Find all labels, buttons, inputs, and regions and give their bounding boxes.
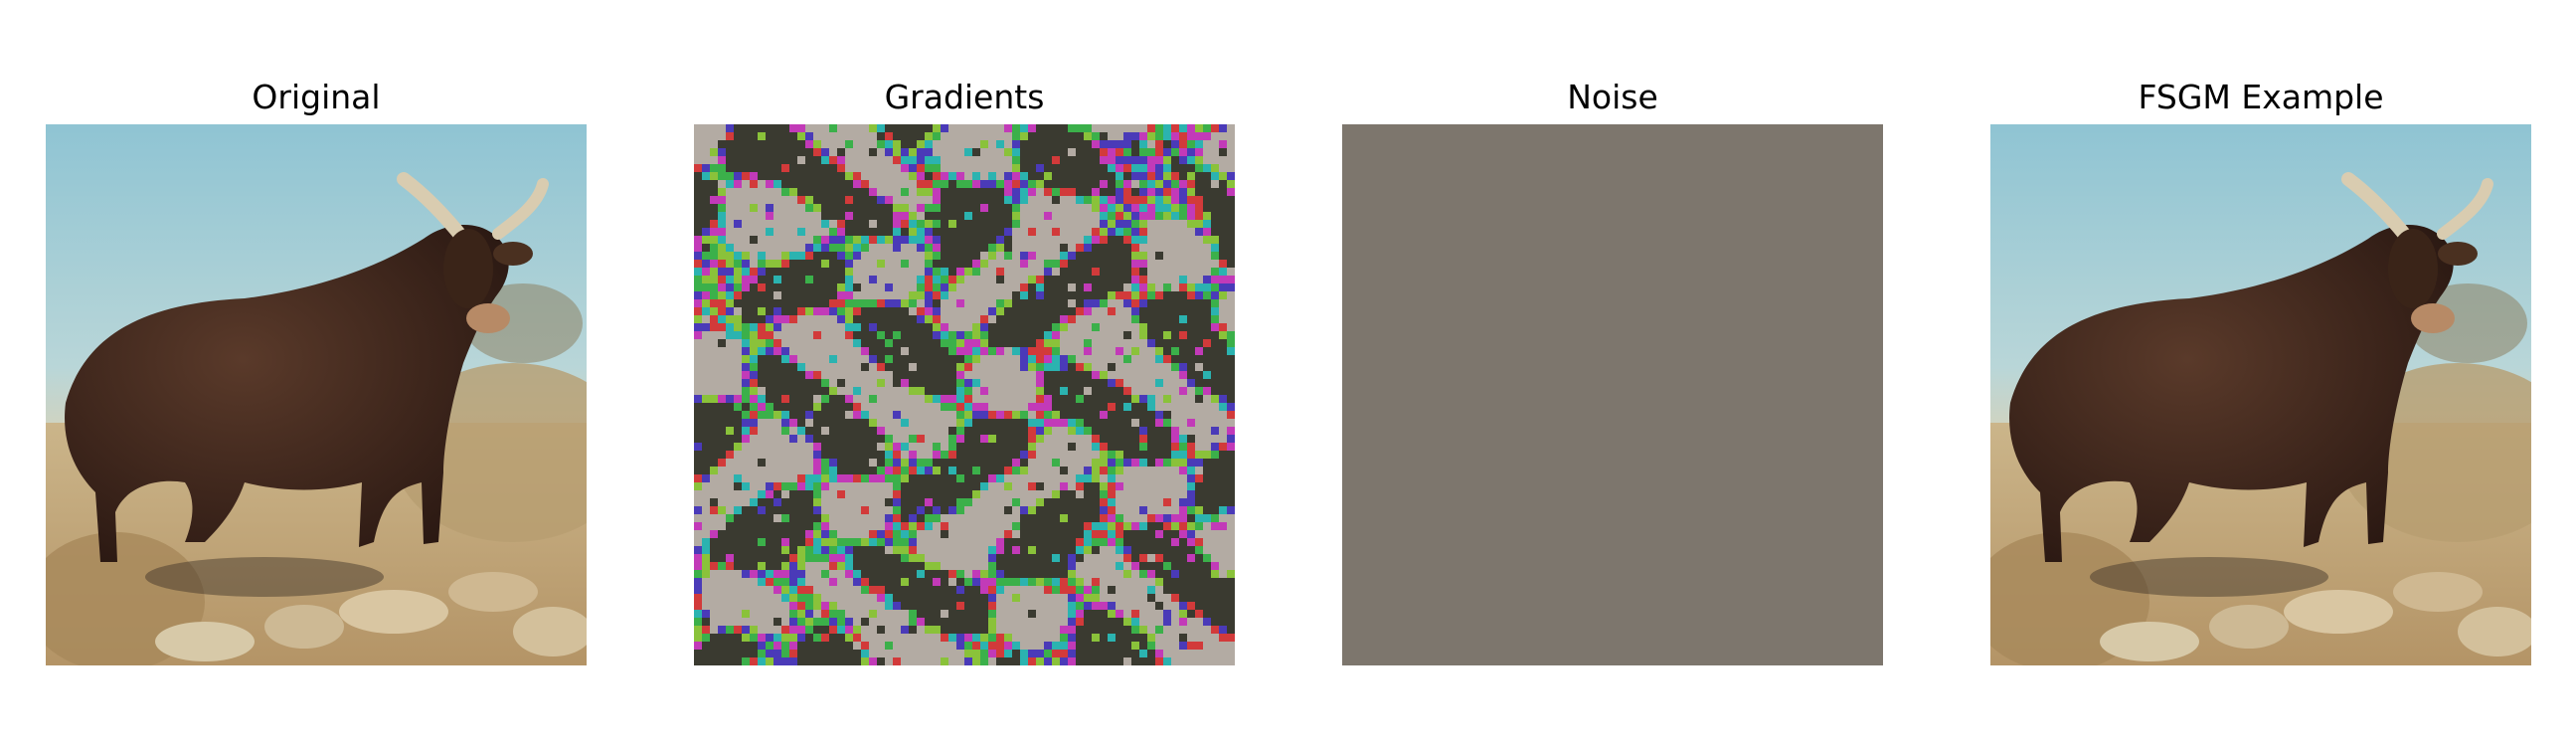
bull-photo-adversarial <box>1990 124 2531 665</box>
panel-title-fsgm-example: FSGM Example <box>2138 78 2384 116</box>
noise-image <box>1342 124 1883 665</box>
bull-photo <box>46 124 587 665</box>
gradient-pattern <box>694 124 1235 665</box>
panel-title-gradients: Gradients <box>884 78 1045 116</box>
gradients-image <box>694 124 1235 665</box>
panel-fsgm-example: FSGM Example <box>1990 0 2531 750</box>
bull-image-adversarial <box>1990 124 2531 665</box>
panel-gradients: Gradients <box>694 0 1235 750</box>
panel-noise: Noise <box>1342 0 1883 750</box>
panel-original: Original <box>46 0 587 750</box>
panel-title-original: Original <box>252 78 381 116</box>
noise-square <box>1342 124 1883 665</box>
panel-title-noise: Noise <box>1567 78 1658 116</box>
bull-image-original <box>46 124 587 665</box>
